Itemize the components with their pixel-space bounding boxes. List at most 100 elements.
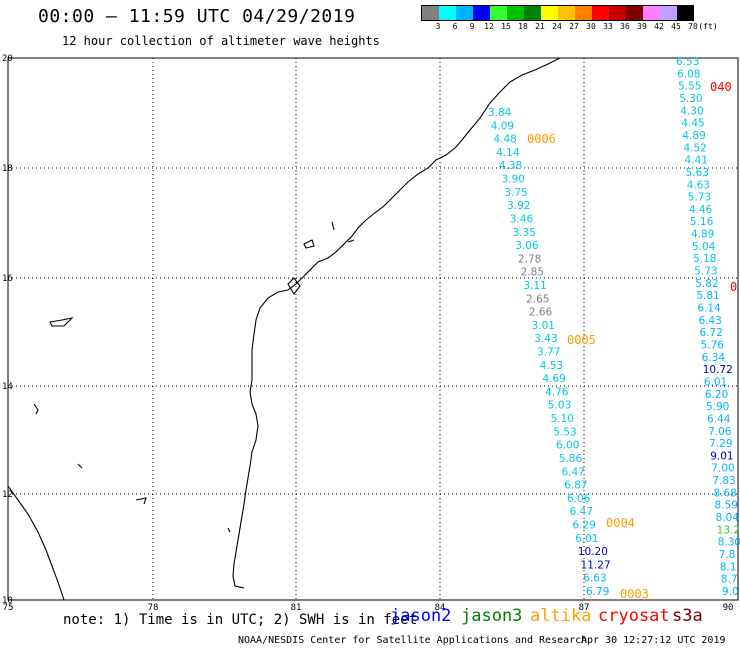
track2-value: 8.68 <box>713 487 736 499</box>
track2-value: 4.46 <box>689 204 713 216</box>
track2-value: 4.30 <box>680 105 703 117</box>
track1-value: 2.78 <box>518 253 541 265</box>
track2-value: 4.52 <box>683 142 706 154</box>
lon-label: 81 <box>291 603 302 613</box>
credit-line: NOAA/NESDIS Center for Satellite Applica… <box>238 635 588 646</box>
scale-swatch <box>643 5 660 21</box>
scale-label: 27 <box>569 22 579 31</box>
track2-value: 5.16 <box>690 216 714 228</box>
scale-swatch <box>524 5 541 21</box>
track2-value: 7.29 <box>709 438 732 450</box>
island-9 <box>227 527 231 533</box>
track2-value: 5.90 <box>706 401 729 413</box>
time-tag: 040 <box>710 80 732 94</box>
track1-value: 6.63 <box>583 573 606 585</box>
track2-value: 4.63 <box>687 179 710 191</box>
scale-swatch <box>592 5 609 21</box>
track1-value: 3.06 <box>515 240 539 252</box>
track2-value: 8.7 <box>721 574 738 586</box>
track2-value: 13.2 <box>717 524 740 536</box>
scale-swatch <box>575 5 592 21</box>
scale-label: 21 <box>535 22 545 31</box>
island-7 <box>77 463 83 469</box>
lat-label: 10 <box>2 596 13 606</box>
track1-value: 10.20 <box>578 546 608 558</box>
island-8 <box>347 239 355 243</box>
track2-value: 6.43 <box>698 315 721 327</box>
scale-swatch <box>541 5 558 21</box>
track2-value: 7.00 <box>711 463 734 475</box>
lat-label: 20 <box>2 54 13 64</box>
track2-value: 5.81 <box>696 290 719 302</box>
time-tags: 0006 0005 0004 0003 040 0 <box>527 80 737 601</box>
track2-value: 5.73 <box>694 266 717 278</box>
lat-label: 14 <box>2 382 13 392</box>
track2-value: 7.83 <box>712 475 735 487</box>
time-tag: 0004 <box>606 516 635 530</box>
time-tag: 0005 <box>567 333 596 347</box>
track1-value: 3.11 <box>523 280 546 292</box>
track1-value: 6.06 <box>567 493 591 505</box>
island-6 <box>135 497 147 505</box>
axis-labels: 75 78 81 84 87 90 20 18 16 14 12 10 <box>2 54 733 613</box>
track2-value: 8.30 <box>718 537 740 549</box>
time-tag: 0003 <box>620 587 649 601</box>
track2-value: 10.72 <box>703 364 733 376</box>
track1-value: 3.01 <box>532 320 555 332</box>
coastline <box>7 57 561 601</box>
track1-value: 3.75 <box>504 187 527 199</box>
track2-value: 6.44 <box>707 413 731 425</box>
footer-note: note: 1) Time is in UTC; 2) SWH is in fe… <box>63 612 418 628</box>
scale-label: 24 <box>552 22 562 31</box>
coastline-mainland <box>232 57 561 589</box>
island-4 <box>49 317 74 327</box>
track1-value: 4.76 <box>545 386 569 398</box>
altimeter-track-2: 6.536.085.555.304.304.454.894.524.415.63… <box>676 56 740 598</box>
track1-value: 3.35 <box>513 227 536 239</box>
track1-value: 5.53 <box>553 426 576 438</box>
scale-unit: (ft) <box>698 22 718 31</box>
map-frame <box>7 57 739 601</box>
scale-swatch <box>660 5 677 21</box>
track1-value: 2.85 <box>521 267 544 279</box>
grid-lines <box>8 58 738 600</box>
scale-label: 42 <box>654 22 664 31</box>
track2-value: 6.53 <box>676 56 699 68</box>
track1-value: 3.92 <box>507 200 530 212</box>
track1-value: 6.79 <box>586 586 609 598</box>
scale-swatch <box>558 5 575 21</box>
scale-swatch <box>609 5 626 21</box>
track2-value: 9.01 <box>710 450 733 462</box>
generated-timestamp: Apr 30 12:27:12 UTC 2019 <box>581 635 726 646</box>
scale-label: 9 <box>469 22 475 31</box>
track2-value: 7.8 <box>719 549 736 561</box>
track2-value: 6.08 <box>677 68 700 80</box>
scale-swatch <box>473 5 490 21</box>
track1-value: 6.01 <box>575 533 598 545</box>
scale-swatch <box>507 5 524 21</box>
altimeter-track-1: 3.844.09 4.484.144.38 3.903.753.923.46 3.35… <box>488 107 611 598</box>
track1-value: 3.77 <box>537 347 560 359</box>
track1-value: 5.03 <box>548 400 571 412</box>
map-title: 00:00 – 11:59 UTC 04/29/2019 <box>38 6 356 27</box>
track1-value: 4.48 <box>493 134 516 146</box>
track2-value: 5.55 <box>678 81 701 93</box>
track2-value: 8.59 <box>715 500 738 512</box>
track2-value: 5.63 <box>686 167 709 179</box>
color-scale <box>421 5 694 21</box>
track1-value: 6.47 <box>562 466 585 478</box>
track1-value: 6.00 <box>556 440 579 452</box>
scale-swatch <box>626 5 643 21</box>
track2-value: 6.34 <box>702 352 726 364</box>
track2-value: 4.45 <box>681 118 704 130</box>
track2-value: 4.89 <box>682 130 705 142</box>
track2-value: 5.76 <box>701 339 725 351</box>
track2-value: 5.30 <box>679 93 702 105</box>
scale-swatch <box>456 5 473 21</box>
scale-label: 18 <box>518 22 528 31</box>
legend-jason3: jason3 <box>461 606 523 626</box>
scale-label: 15 <box>501 22 511 31</box>
scale-label: 36 <box>620 22 630 31</box>
track1-value: 2.66 <box>529 307 553 319</box>
island-2 <box>303 239 315 249</box>
